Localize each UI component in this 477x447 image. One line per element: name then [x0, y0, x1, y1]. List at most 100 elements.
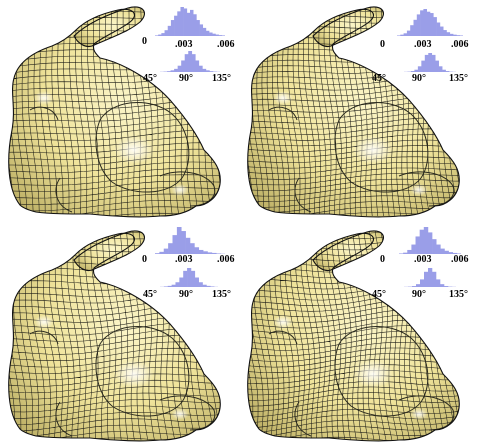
histogram-bar	[459, 35, 463, 36]
histogram-bar	[423, 9, 427, 36]
histogram-bar	[181, 60, 186, 72]
histogram-bar	[424, 54, 429, 72]
histogram-bar	[195, 60, 200, 72]
angle-histogram	[404, 268, 456, 287]
histogram-bar	[209, 71, 214, 72]
histogram-bar	[205, 70, 210, 72]
panel-top-left: 0 .003 .006 45° 90° 135°	[0, 0, 238, 223]
histogram-bar	[403, 33, 408, 36]
histogram-bar	[186, 12, 191, 36]
angle-tick-mid: 90°	[412, 289, 426, 300]
histogram-bar	[174, 68, 178, 72]
edge-tick-max: .006	[451, 254, 469, 265]
histogram-bar	[399, 253, 404, 254]
histogram-bar	[426, 11, 431, 36]
histogram-bar	[168, 243, 173, 254]
angle-tick-min: 45°	[372, 73, 386, 84]
histogram-bar	[158, 34, 162, 36]
histogram-bar	[416, 284, 421, 287]
histogram-bar	[183, 270, 188, 287]
histogram-bar	[421, 60, 426, 72]
histogram-bar	[209, 32, 213, 36]
histogram-bar	[433, 17, 437, 36]
edge-tick-mid: .003	[414, 254, 432, 265]
histogram-bar	[423, 227, 429, 254]
histogram-bar	[198, 282, 203, 287]
histogram-bar	[215, 34, 219, 36]
histogram-bar	[410, 71, 415, 72]
edge-length-histogram	[155, 227, 225, 254]
histogram-bar	[184, 54, 189, 72]
histogram-bar	[190, 243, 195, 254]
histogram-bar	[203, 251, 208, 254]
angle-histogram	[160, 51, 220, 72]
histogram-bar	[443, 30, 447, 36]
edge-tick-mid: .003	[414, 39, 432, 50]
edge-length-histogram	[399, 227, 461, 254]
histogram-bar	[411, 244, 416, 254]
angle-histogram	[404, 53, 456, 72]
histogram-bar	[221, 35, 225, 36]
histogram-bar	[456, 35, 460, 36]
histogram-bar	[177, 65, 182, 72]
histogram-bar	[193, 14, 197, 36]
histogram-bar	[419, 229, 425, 254]
angle-tick-max: 135°	[212, 73, 231, 84]
histogram-bar	[444, 286, 449, 287]
histogram-bar	[183, 8, 188, 36]
histogram-bar	[167, 71, 171, 72]
histogram-bar	[180, 7, 184, 36]
histogram-bar	[420, 10, 424, 36]
histogram-bar	[413, 19, 418, 36]
histogram-bar	[212, 33, 216, 36]
histogram-bar	[161, 33, 165, 36]
angle-tick-max: 135°	[449, 289, 468, 300]
histogram-bar	[436, 22, 441, 36]
histogram-bar	[202, 68, 207, 72]
histogram-bar	[438, 66, 443, 72]
edge-tick-mid: .003	[175, 39, 193, 50]
histogram-bar	[207, 252, 213, 254]
angle-tick-mid: 90°	[179, 73, 193, 84]
histogram-bar	[449, 33, 454, 36]
angle-tick-min: 45°	[143, 289, 157, 300]
angle-tick-max: 135°	[449, 73, 468, 84]
histogram-bar	[155, 253, 160, 254]
histogram-bar	[445, 71, 450, 72]
histogram-bar	[448, 252, 454, 254]
histogram-bar	[185, 237, 191, 254]
histogram-bar	[202, 27, 207, 36]
histogram-bar	[432, 239, 437, 254]
histogram-bar	[170, 20, 175, 36]
histogram-bar	[172, 235, 178, 254]
histogram-bar	[403, 252, 408, 254]
histogram-bar	[167, 25, 172, 36]
histogram-bar	[198, 65, 203, 72]
histogram-bar	[430, 13, 434, 36]
histogram-bar	[198, 249, 204, 254]
histogram-bar	[164, 30, 169, 36]
angle-tick-min: 45°	[372, 289, 386, 300]
histogram-bar	[400, 34, 404, 36]
histogram-bar	[163, 286, 169, 287]
histogram-bar	[428, 268, 433, 287]
histogram-bar	[444, 250, 449, 254]
histogram-bar	[155, 35, 159, 36]
histogram-bar	[181, 231, 186, 254]
panel-bottom-left: 0 .003 .006 45° 90° 135°	[0, 224, 238, 447]
histogram-bar	[170, 70, 175, 72]
histogram-bar	[431, 54, 436, 72]
histogram-bar	[202, 284, 207, 287]
histogram-bar	[456, 253, 461, 254]
histogram-bar	[167, 285, 172, 287]
angle-tick-min: 45°	[143, 73, 157, 84]
histogram-bar	[452, 252, 458, 254]
histogram-bar	[439, 26, 444, 36]
histogram-bar	[199, 24, 204, 36]
panel-top-right: 0 .003 .006 45° 90° 135°	[239, 0, 477, 223]
histogram-bar	[442, 69, 446, 72]
histogram-bar	[191, 54, 196, 72]
histogram-bar	[211, 252, 217, 254]
bunny-quad-mesh	[247, 6, 460, 218]
edge-tick-max: .006	[451, 39, 469, 50]
